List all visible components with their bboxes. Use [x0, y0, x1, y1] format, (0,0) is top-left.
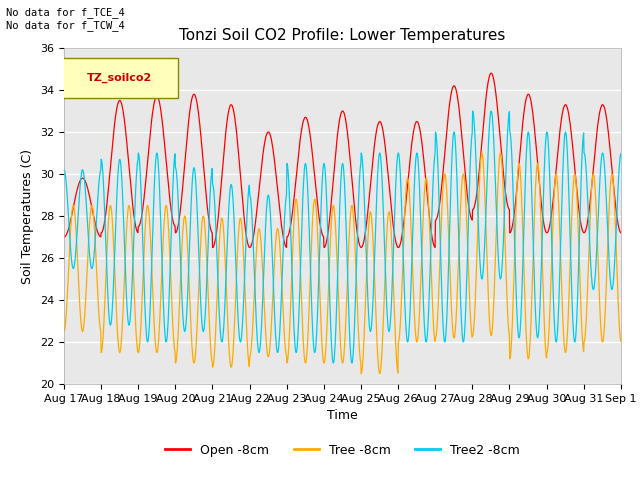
Tree -8cm [60, 329, 68, 335]
Legend: Open -8cm, Tree -8cm, Tree2 -8cm: Open -8cm, Tree -8cm, Tree2 -8cm [159, 439, 525, 462]
Tree -8cm [552, 174, 559, 180]
Tree -8cm [246, 353, 254, 359]
Line: Open -8cm: Open -8cm [64, 73, 621, 248]
Open -8cm [617, 230, 625, 236]
Open -8cm [184, 126, 191, 132]
Tree -8cm [170, 344, 178, 350]
Tree -8cm [429, 315, 437, 321]
Tree2 -8cm [502, 160, 510, 166]
FancyBboxPatch shape [61, 58, 178, 98]
Tree2 -8cm [617, 151, 625, 156]
Tree -8cm [184, 250, 191, 256]
Open -8cm [429, 240, 437, 246]
Tree -8cm [478, 150, 486, 156]
Title: Tonzi Soil CO2 Profile: Lower Temperatures: Tonzi Soil CO2 Profile: Lower Temperatur… [179, 28, 506, 43]
Line: Tree2 -8cm: Tree2 -8cm [64, 111, 621, 363]
Tree2 -8cm [246, 193, 254, 199]
Open -8cm [209, 245, 216, 251]
Tree2 -8cm [552, 336, 559, 341]
Tree2 -8cm [184, 288, 191, 293]
Tree2 -8cm [468, 108, 476, 114]
Open -8cm [487, 71, 495, 76]
Open -8cm [246, 244, 254, 250]
Text: No data for f_TCE_4
No data for f_TCW_4: No data for f_TCE_4 No data for f_TCW_4 [6, 7, 125, 31]
Open -8cm [552, 174, 559, 180]
Tree -8cm [357, 371, 365, 376]
Tree2 -8cm [330, 360, 337, 366]
Tree -8cm [617, 338, 625, 344]
Tree2 -8cm [60, 167, 68, 173]
Line: Tree -8cm: Tree -8cm [64, 153, 621, 373]
Tree2 -8cm [429, 178, 437, 183]
Tree -8cm [502, 276, 510, 282]
Open -8cm [502, 195, 510, 201]
X-axis label: Time: Time [327, 409, 358, 422]
Y-axis label: Soil Temperatures (C): Soil Temperatures (C) [22, 148, 35, 284]
Open -8cm [170, 222, 178, 228]
Tree2 -8cm [170, 157, 178, 163]
Text: TZ_soilco2: TZ_soilco2 [87, 73, 152, 84]
Open -8cm [60, 234, 68, 240]
